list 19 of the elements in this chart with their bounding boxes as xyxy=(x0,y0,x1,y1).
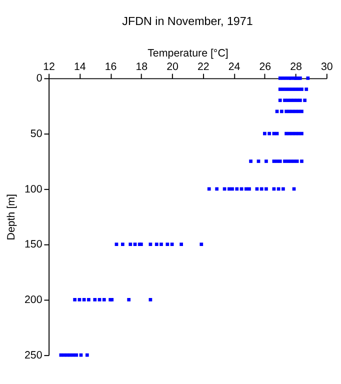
y-tick-label: 50 xyxy=(30,128,42,140)
y-tick-label: 0 xyxy=(36,72,42,85)
y-tick-label: 250 xyxy=(24,349,42,362)
x-tick-label: 26 xyxy=(259,60,272,73)
y-axis-title: Depth [m] xyxy=(6,194,18,240)
x-tick-label: 24 xyxy=(228,60,240,73)
y-tick-label: 100 xyxy=(24,183,42,196)
x-tick-label: 14 xyxy=(74,60,86,73)
x-tick-label: 22 xyxy=(197,60,210,73)
y-tick-label: 200 xyxy=(24,294,42,306)
x-tick-label: 16 xyxy=(104,60,117,73)
x-tick-label: 12 xyxy=(43,60,56,73)
x-tick-label: 20 xyxy=(166,60,179,73)
x-tick-label: 18 xyxy=(136,60,148,73)
chart-title: JFDN in November, 1971 xyxy=(122,14,253,28)
x-tick-label: 30 xyxy=(320,60,333,73)
x-axis-title: Temperature [°C] xyxy=(148,47,228,60)
x-tick-label: 28 xyxy=(290,60,302,73)
y-tick-label: 150 xyxy=(24,238,42,251)
